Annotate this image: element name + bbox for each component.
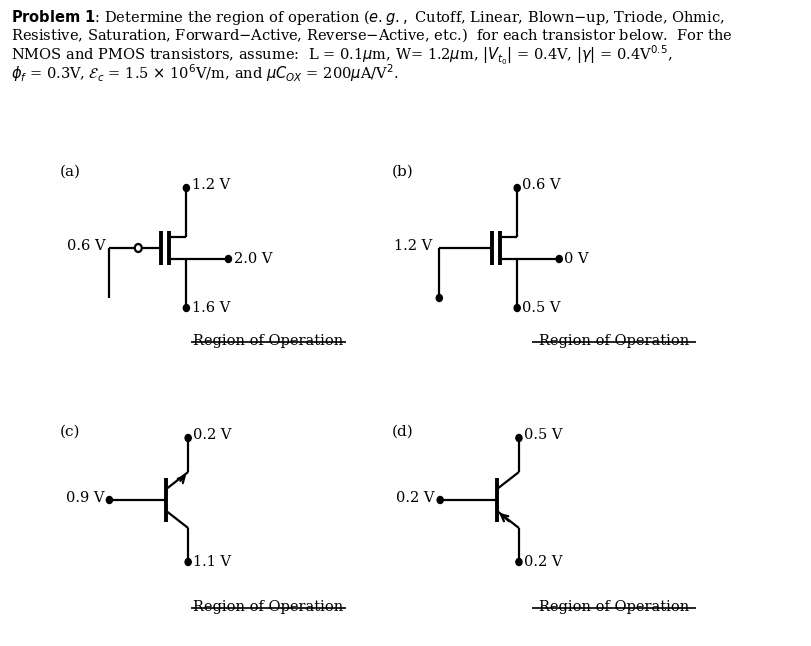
Text: 0.5 V: 0.5 V	[521, 301, 560, 315]
Circle shape	[436, 497, 443, 503]
Text: Region of Operation: Region of Operation	[193, 600, 343, 614]
Text: 0 V: 0 V	[564, 252, 588, 266]
Circle shape	[225, 256, 231, 262]
Text: 0.2 V: 0.2 V	[193, 428, 232, 442]
Text: 1.2 V: 1.2 V	[393, 239, 431, 253]
Circle shape	[135, 244, 142, 252]
Text: (b): (b)	[392, 165, 414, 179]
Circle shape	[513, 304, 520, 311]
Text: (c): (c)	[59, 425, 80, 439]
Circle shape	[106, 497, 112, 503]
Circle shape	[183, 304, 189, 311]
Circle shape	[513, 185, 520, 191]
Text: 0.9 V: 0.9 V	[66, 491, 104, 505]
Circle shape	[185, 559, 191, 565]
Circle shape	[515, 435, 521, 441]
Text: 2.0 V: 2.0 V	[234, 252, 272, 266]
Circle shape	[515, 559, 521, 565]
Text: $\phi_f$ = 0.3V, $\mathcal{E}_c$ = 1.5 $\times$ 10$^6$V/m, and $\mu C_{OX}$ = 20: $\phi_f$ = 0.3V, $\mathcal{E}_c$ = 1.5 $…	[11, 62, 397, 84]
Text: 1.1 V: 1.1 V	[193, 555, 231, 569]
Text: (a): (a)	[59, 165, 80, 179]
Circle shape	[436, 295, 442, 302]
Text: Region of Operation: Region of Operation	[193, 334, 343, 348]
Text: Region of Operation: Region of Operation	[539, 334, 689, 348]
Text: 1.6 V: 1.6 V	[191, 301, 230, 315]
Circle shape	[185, 435, 191, 441]
Text: NMOS and PMOS transistors, assume:  L = 0.1$\mu$m, W= 1.2$\mu$m, $|V_{t_0}|$ = 0: NMOS and PMOS transistors, assume: L = 0…	[11, 44, 671, 67]
Text: 0.6 V: 0.6 V	[67, 239, 105, 253]
Text: (d): (d)	[392, 425, 414, 439]
Text: 0.6 V: 0.6 V	[521, 178, 560, 192]
Text: 0.2 V: 0.2 V	[396, 491, 435, 505]
Text: 0.2 V: 0.2 V	[524, 555, 562, 569]
Circle shape	[183, 185, 189, 191]
Circle shape	[556, 256, 561, 262]
Text: Region of Operation: Region of Operation	[539, 600, 689, 614]
Text: 0.5 V: 0.5 V	[524, 428, 562, 442]
Text: Resistive, Saturation, Forward$-$Active, Reverse$-$Active, etc.)  for each trans: Resistive, Saturation, Forward$-$Active,…	[11, 26, 731, 44]
Text: 1.2 V: 1.2 V	[191, 178, 230, 192]
Text: $\mathbf{Problem\ 1}$: Determine the region of operation ($e.g.,$ Cutoff, Linear: $\mathbf{Problem\ 1}$: Determine the reg…	[11, 8, 723, 27]
